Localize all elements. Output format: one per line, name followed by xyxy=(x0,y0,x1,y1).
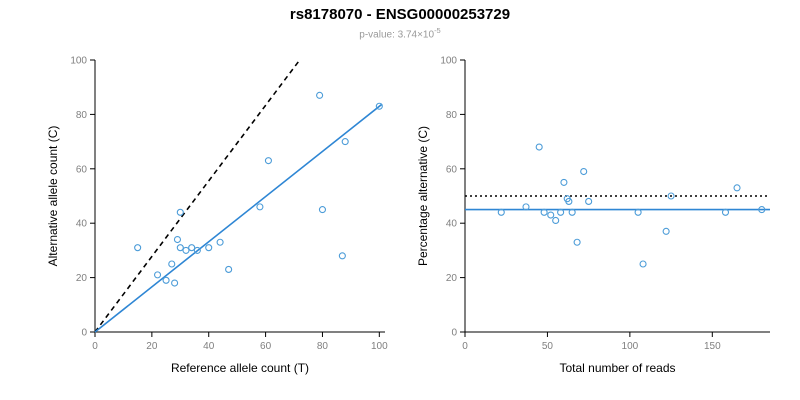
y-tick-label: 60 xyxy=(76,164,88,175)
pvalue-prefix: p-value: xyxy=(359,29,398,41)
y-tick-label: 20 xyxy=(446,273,458,284)
pvalue-exponent: -5 xyxy=(434,26,441,35)
x-tick-label: 60 xyxy=(260,341,272,352)
data-point xyxy=(216,238,224,246)
data-point xyxy=(662,227,670,235)
y-tick-label: 80 xyxy=(76,110,88,121)
data-point xyxy=(639,260,647,268)
x-tick-label: 80 xyxy=(317,341,329,352)
y-tick-label: 0 xyxy=(81,328,87,339)
x-tick-label: 150 xyxy=(704,341,721,352)
data-point xyxy=(557,208,565,216)
x-tick-label: 20 xyxy=(146,341,158,352)
data-point xyxy=(535,143,543,151)
data-point xyxy=(318,206,327,214)
data-point xyxy=(256,203,264,211)
y-tick-label: 20 xyxy=(76,273,88,284)
figure-title: rs8178070 - ENSG00000253729 xyxy=(289,6,511,23)
data-point xyxy=(341,138,349,146)
data-point xyxy=(171,279,179,287)
y-tick-label: 100 xyxy=(70,56,87,67)
data-point xyxy=(667,192,675,200)
y-tick-label: 60 xyxy=(446,164,458,175)
data-point xyxy=(168,260,176,268)
data-point xyxy=(338,252,346,260)
figure-subtitle: p-value: 3.74×10-5 xyxy=(0,26,800,40)
data-point xyxy=(316,91,324,99)
x-tick-label: 0 xyxy=(92,341,98,352)
x-tick-label: 100 xyxy=(622,341,639,352)
data-point xyxy=(225,265,233,273)
x-tick-label: 40 xyxy=(203,341,215,352)
data-point xyxy=(540,208,548,216)
data-point xyxy=(134,244,142,252)
data-point xyxy=(205,244,213,252)
data-point xyxy=(188,244,196,252)
y-tick-label: 0 xyxy=(451,328,457,339)
data-point xyxy=(580,167,588,176)
y-tick-label: 40 xyxy=(76,219,88,230)
data-point xyxy=(522,203,530,211)
scatter-plots-canvas: 0 20 40 60 80 100 0 20 40 60 80 100 Reference allele… xyxy=(46,56,770,376)
data-point xyxy=(560,178,568,186)
data-point xyxy=(634,208,642,216)
data-point xyxy=(375,102,383,110)
data-point xyxy=(733,184,741,192)
x-tick-label: 50 xyxy=(542,341,554,352)
data-point xyxy=(264,157,272,165)
fitted-ratio-line xyxy=(94,103,383,333)
data-point xyxy=(193,246,201,254)
left-scatter-panel: 0 20 40 60 80 100 0 20 40 60 80 100 Reference allele… xyxy=(46,56,388,376)
y-axis-label: Alternative allele count (C) xyxy=(46,126,60,267)
data-point xyxy=(585,197,593,205)
data-point xyxy=(162,276,170,284)
data-point xyxy=(497,208,505,216)
data-point xyxy=(176,244,184,252)
x-axis-label: Reference allele count (T) xyxy=(171,361,309,375)
data-point xyxy=(758,206,766,214)
x-tick-label: 0 xyxy=(462,341,468,352)
y-tick-label: 100 xyxy=(440,56,457,67)
pvalue-base: 3.74×10 xyxy=(397,29,435,41)
y-axis-label: Percentage alternative (C) xyxy=(416,126,430,266)
data-point xyxy=(721,208,730,216)
x-axis-label: Total number of reads xyxy=(559,361,675,375)
right-scatter-panel: 0 50 100 150 0 20 40 60 80 100 Total number of rea… xyxy=(416,56,770,375)
data-point xyxy=(565,197,573,205)
data-point xyxy=(176,208,184,216)
data-point xyxy=(153,271,162,279)
expected-ratio-line xyxy=(94,59,301,333)
data-point xyxy=(173,235,182,244)
x-tick-label: 100 xyxy=(371,341,388,352)
y-tick-label: 80 xyxy=(446,110,458,121)
data-point xyxy=(552,216,560,225)
data-point xyxy=(547,211,555,219)
data-point xyxy=(182,246,190,254)
data-point xyxy=(573,238,581,246)
y-tick-label: 40 xyxy=(446,219,458,230)
data-point xyxy=(568,208,576,216)
